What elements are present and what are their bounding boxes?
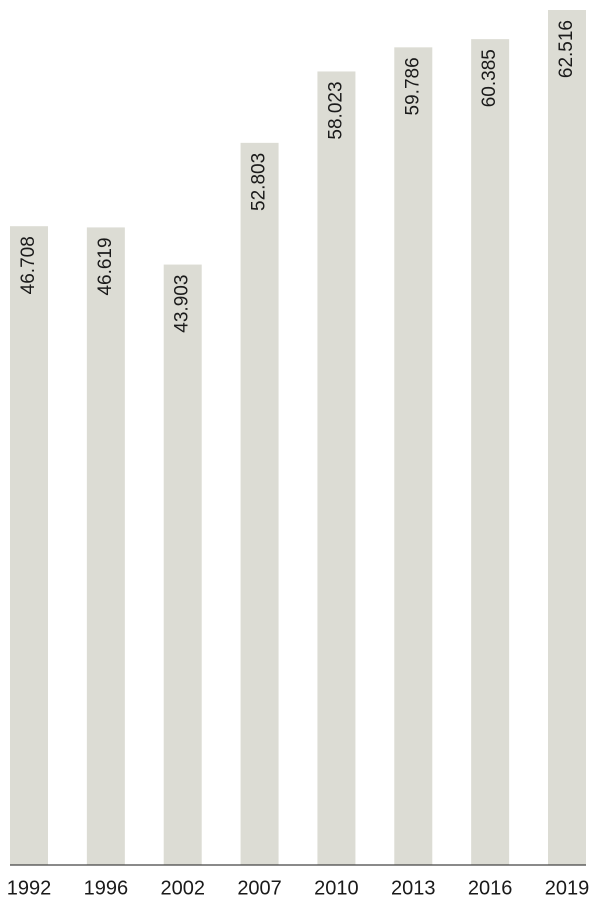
- bar: [163, 264, 202, 865]
- value-label: 46.619: [95, 237, 116, 295]
- x-tick-label: 2019: [545, 877, 590, 899]
- bar: [471, 39, 510, 866]
- x-tick-label: 1996: [84, 877, 129, 899]
- bar: [240, 142, 279, 865]
- bar: [394, 47, 433, 865]
- value-label: 60.385: [479, 49, 500, 107]
- x-tick-label: 2007: [237, 877, 282, 899]
- x-tick-label: 2010: [314, 877, 359, 899]
- value-label: 59.786: [402, 57, 423, 115]
- value-label: 58.023: [325, 81, 346, 139]
- x-tick-label: 2013: [391, 877, 436, 899]
- value-label: 46.708: [18, 236, 39, 294]
- value-label: 43.903: [172, 275, 193, 333]
- x-tick-label: 1992: [7, 877, 52, 899]
- bar: [10, 226, 48, 865]
- bar: [317, 71, 356, 866]
- value-label: 52.803: [249, 153, 270, 211]
- x-tick-label: 2002: [160, 877, 205, 899]
- x-tick-label: 2016: [468, 877, 513, 899]
- bar: [548, 10, 586, 865]
- bar: [86, 227, 125, 866]
- value-label: 62.516: [556, 20, 577, 78]
